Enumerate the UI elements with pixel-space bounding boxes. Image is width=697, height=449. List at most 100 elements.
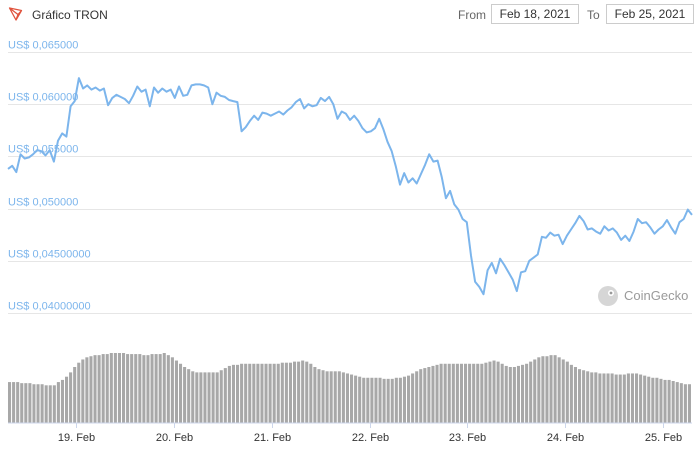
x-tick-label: 22. Feb (352, 432, 389, 444)
volume-bar (48, 385, 52, 423)
volume-bar (679, 383, 683, 423)
x-tick-label: 21. Feb (254, 432, 291, 444)
volume-bar (398, 377, 402, 423)
from-date-input[interactable]: Feb 18, 2021 (491, 4, 579, 24)
volume-bar (69, 372, 73, 423)
volume-bar (529, 361, 533, 423)
volume-bar (480, 363, 484, 423)
volume-bar (134, 354, 138, 423)
volume-bar (325, 371, 329, 423)
volume-bar (97, 355, 101, 423)
volume-bar (20, 383, 24, 423)
y-tick-label: US$ 0,055000 (8, 144, 78, 156)
volume-bar (130, 354, 134, 423)
volume-bar (174, 360, 178, 423)
volume-bar (683, 384, 687, 423)
volume-bar (541, 356, 545, 423)
volume-bar (268, 363, 272, 423)
volume-bar (89, 356, 93, 423)
volume-bar (105, 354, 109, 423)
volume-bar (142, 355, 146, 423)
volume-bar (687, 384, 691, 423)
volume-bar (223, 368, 227, 423)
volume-bar (154, 354, 158, 423)
volume-bar (191, 371, 195, 423)
volume-bar (293, 361, 297, 423)
y-tick-label: US$ 0,065000 (8, 40, 78, 52)
volume-bar (162, 353, 166, 423)
volume-bar (358, 376, 362, 423)
volume-bar (647, 376, 651, 423)
volume-bar (411, 373, 415, 423)
volume-bar (561, 359, 565, 423)
volume-bar (594, 372, 598, 423)
volume-bar (252, 363, 256, 423)
y-tick-label: US$ 0,050000 (8, 197, 78, 209)
coingecko-watermark-text: CoinGecko (624, 288, 688, 303)
volume-bar (610, 373, 614, 423)
volume-bar (504, 365, 508, 423)
volume-bar (659, 378, 663, 423)
volume-bar (122, 353, 126, 423)
volume-bar (231, 364, 235, 423)
to-date-input[interactable]: Feb 25, 2021 (606, 4, 694, 24)
volume-bar (459, 363, 463, 423)
volume-bar (276, 363, 280, 423)
volume-bar (215, 372, 219, 423)
volume-bar (313, 367, 317, 423)
volume-bar (146, 355, 150, 423)
volume-bar (590, 372, 594, 423)
volume-bar (150, 354, 154, 423)
volume-bar (207, 372, 211, 423)
volume-bar (284, 362, 288, 423)
volume-bar (516, 365, 520, 423)
volume-bar (671, 381, 675, 423)
volume-bar (533, 359, 537, 423)
volume-bar (60, 379, 64, 423)
volume-bar (386, 378, 390, 423)
volume-bar (500, 363, 504, 423)
volume-bar (280, 362, 284, 423)
volume-bar (256, 363, 260, 423)
volume-bar (655, 377, 659, 423)
volume-bar (113, 353, 117, 423)
volume-bar (451, 363, 455, 423)
volume-bar (317, 369, 321, 423)
volume-bar (573, 367, 577, 423)
volume-bar (341, 372, 345, 423)
y-tick-label: US$ 0,04500000 (8, 249, 91, 261)
volume-bar (431, 365, 435, 423)
volume-bar (382, 378, 386, 423)
volume-bar (337, 371, 341, 423)
volume-bar (643, 375, 647, 423)
volume-bar (101, 354, 105, 423)
volume-bar (93, 355, 97, 423)
x-axis-ticks (76, 423, 664, 428)
from-label: From (458, 8, 486, 22)
volume-bar (557, 357, 561, 423)
chart-title: Gráfico TRON (32, 8, 108, 22)
volume-bar (618, 374, 622, 423)
volume-bar (565, 361, 569, 423)
volume-bar (366, 377, 370, 423)
y-axis-labels: US$ 0,065000 US$ 0,060000 US$ 0,055000 US$ … (8, 40, 91, 313)
volume-bar (667, 379, 671, 423)
volume-bar (651, 377, 655, 423)
volume-bar (468, 363, 472, 423)
volume-bar (40, 384, 44, 423)
volume-bar (126, 354, 130, 423)
volume-bar (170, 357, 174, 423)
x-tick-label: 24. Feb (547, 432, 584, 444)
volume-bar (598, 373, 602, 423)
coingecko-logo-icon (598, 286, 618, 306)
volume-bar (606, 373, 610, 423)
volume-bar (236, 364, 240, 423)
volume-bar (663, 379, 667, 423)
volume-bar (56, 382, 60, 423)
volume-bar (362, 377, 366, 423)
volume-bar (439, 363, 443, 423)
volume-bar (419, 369, 423, 423)
y-tick-label: US$ 0,060000 (8, 92, 78, 104)
volume-bar (179, 363, 183, 423)
